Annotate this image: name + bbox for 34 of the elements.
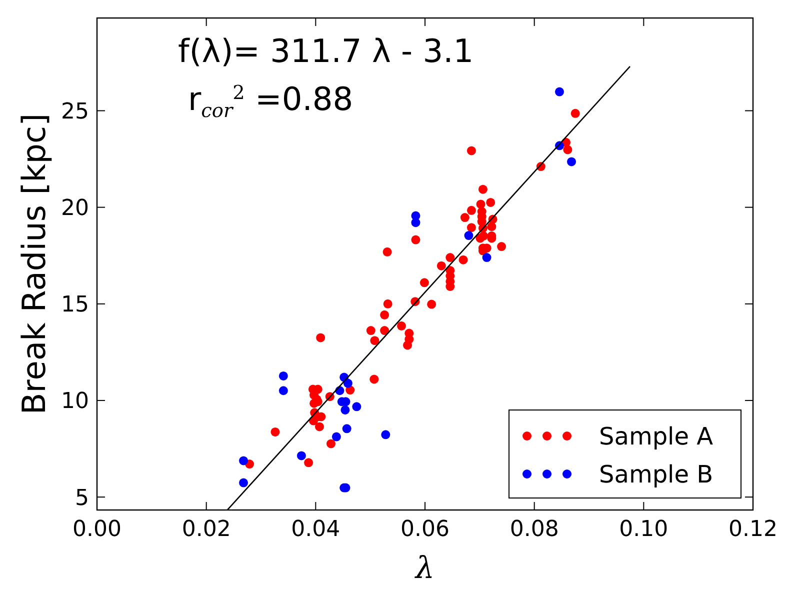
- y-axis-title: Break Radius [kpc]: [15, 113, 53, 415]
- point: [296, 451, 306, 460]
- legend-label: Sample A: [599, 422, 714, 450]
- annotation: f(λ)= 311.7 λ - 3.1: [178, 32, 474, 70]
- point: [567, 157, 576, 166]
- x-tick-label: 0.04: [291, 517, 340, 542]
- x-tick-label: 0.12: [728, 517, 778, 542]
- x-axis-title: λ: [414, 551, 435, 586]
- point: [352, 402, 362, 412]
- point: [482, 253, 492, 262]
- legend-label: Sample B: [599, 460, 714, 488]
- y-tick-label: 15: [61, 292, 89, 318]
- point: [464, 231, 474, 240]
- point: [278, 386, 288, 396]
- y-tick-label: 5: [75, 486, 89, 511]
- point: [340, 405, 350, 414]
- x-tick-label: 0.02: [182, 517, 231, 542]
- point: [239, 478, 248, 488]
- point: [411, 218, 420, 228]
- point: [343, 378, 352, 388]
- x-tick-label: 0.06: [400, 517, 450, 542]
- point: [381, 430, 390, 440]
- y-tick-label: 10: [61, 389, 89, 414]
- x-tick-label: 0.10: [619, 517, 668, 542]
- point: [554, 87, 564, 96]
- point: [332, 432, 341, 442]
- x-tick-label: 0.08: [510, 517, 559, 542]
- point: [342, 424, 352, 434]
- x-tick-label: 0.00: [72, 517, 122, 542]
- point: [278, 371, 288, 380]
- y-tick-label: 25: [61, 99, 89, 124]
- y-tick-label: 20: [61, 196, 89, 222]
- annotation: r$_{cor}$$^{2}$ =0.88: [188, 80, 354, 122]
- point: [239, 456, 248, 466]
